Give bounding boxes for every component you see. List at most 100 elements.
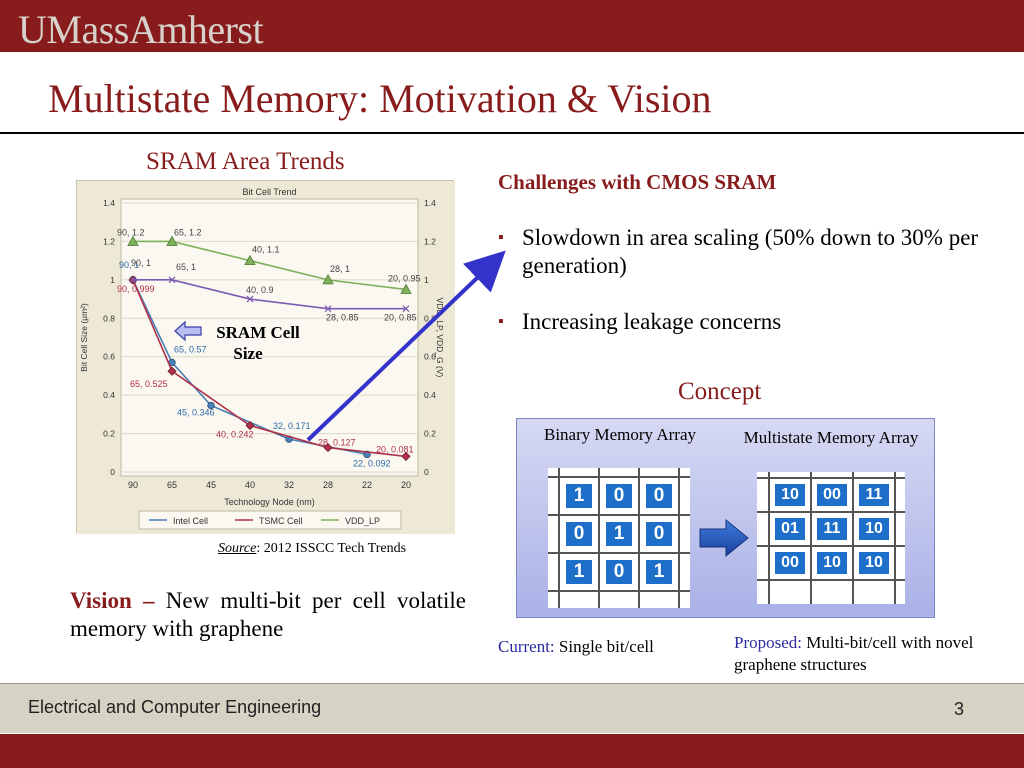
chart-title: Bit Cell Trend [242, 187, 296, 197]
x-axis-label: Technology Node (nm) [224, 497, 315, 507]
data-label: 20, 0.95 [388, 273, 421, 283]
y-tick-label: 0.6 [103, 352, 115, 362]
y2-tick-label: 1.4 [424, 198, 436, 208]
data-label: 28, 0.85 [326, 313, 359, 323]
challenge-text: Slowdown in area scaling (50% down to 30… [522, 225, 979, 278]
memory-cell: 0 [606, 484, 632, 508]
y2-tick-label: 0.4 [424, 390, 436, 400]
data-label: 45, 0.346 [177, 408, 215, 418]
challenge-text: Increasing leakage concerns [522, 309, 782, 334]
memory-cell: 1 [606, 522, 632, 546]
memory-cell: 1 [566, 560, 592, 584]
data-label: 20, 0.081 [376, 444, 414, 454]
vision-dash: – [131, 588, 166, 613]
x-tick-label: 45 [206, 480, 216, 490]
memory-cell: 0 [646, 484, 672, 508]
y-tick-label: 0.2 [103, 429, 115, 439]
memory-cell: 11 [859, 484, 889, 506]
current-label: Current: [498, 637, 555, 656]
grid-line [548, 552, 690, 554]
memory-cell: 10 [775, 484, 805, 506]
current-text: Single bit/cell [554, 637, 654, 656]
y2-tick-label: 1 [424, 275, 429, 285]
x-tick-label: 65 [167, 480, 177, 490]
y-tick-label: 1.4 [103, 198, 115, 208]
data-point [168, 276, 176, 284]
challenges-heading: Challenges with CMOS SRAM [498, 170, 777, 194]
x-tick-label: 90 [128, 480, 138, 490]
memory-cell: 00 [817, 484, 847, 506]
y-tick-label: 0.4 [103, 390, 115, 400]
grid-line [757, 545, 905, 547]
grid-line [757, 477, 905, 479]
data-label: 40, 0.9 [246, 285, 274, 295]
x-tick-label: 20 [401, 480, 411, 490]
proposed-text: Multi-bit/cell with novel graphene struc… [734, 633, 974, 674]
data-point [401, 451, 411, 462]
data-label: 28, 0.127 [318, 438, 356, 448]
multistate-memory-grid: 10 00 11 01 11 10 00 10 10 [757, 472, 905, 604]
concept-heading: Concept [678, 378, 762, 405]
challenge-item: ▪ Slowdown in area scaling (50% down to 3… [498, 224, 998, 280]
data-label: 40, 0.242 [216, 430, 254, 440]
y2-tick-label: 0.2 [424, 429, 436, 439]
x-tick-label: 32 [284, 480, 294, 490]
data-label: 65, 0.57 [174, 344, 207, 354]
memory-cell: 0 [646, 522, 672, 546]
grid-line [757, 511, 905, 513]
y2-tick-label: 1.2 [424, 236, 436, 246]
grid-line [548, 476, 690, 478]
x-tick-label: 28 [323, 480, 333, 490]
data-label: 90, 1.2 [117, 227, 145, 237]
data-label: 65, 1 [176, 262, 196, 272]
source-label: Source [218, 541, 257, 556]
title-divider [0, 132, 1024, 134]
grid-line [598, 468, 600, 608]
memory-cell: 00 [775, 552, 805, 574]
grid-line [548, 590, 690, 592]
data-label: 90, 1 [131, 258, 151, 268]
y2-tick-label: 0.8 [424, 313, 436, 323]
multistate-array-label: Multistate Memory Array [743, 428, 919, 447]
data-label: 65, 1.2 [174, 227, 202, 237]
transform-arrow-icon [699, 518, 749, 558]
data-point [244, 254, 256, 266]
memory-cell: 10 [859, 518, 889, 540]
challenge-item: ▪ Increasing leakage concerns [498, 308, 998, 336]
bottom-bar [0, 734, 1024, 768]
grid-line [757, 579, 905, 581]
data-label: 20, 0.85 [384, 313, 417, 323]
data-point [129, 276, 137, 284]
memory-cell: 1 [646, 560, 672, 584]
y2-tick-label: 0 [424, 467, 429, 477]
data-label: 90, 0.999 [117, 284, 155, 294]
bullet-icon: ▪ [498, 229, 504, 246]
umass-logo: UMassAmherst [18, 7, 264, 52]
x-tick-label: 40 [245, 480, 255, 490]
y2-tick-label: 0.6 [424, 352, 436, 362]
data-label: 65, 0.525 [130, 379, 168, 389]
data-label: 90, 1 [119, 260, 139, 270]
grid-line [810, 472, 812, 604]
memory-cell: 10 [817, 552, 847, 574]
data-label: 40, 1.1 [252, 245, 280, 255]
data-point [167, 366, 177, 376]
header-bar [0, 0, 1024, 52]
data-point [323, 443, 333, 453]
grid-line [768, 472, 770, 604]
memory-cell: 11 [817, 518, 847, 540]
grid-line [894, 472, 896, 604]
proposed-label: Proposed: [734, 633, 802, 652]
grid-line [638, 468, 640, 608]
department-name: Electrical and Computer Engineering [28, 697, 322, 717]
chart-heading: SRAM Area Trends [146, 148, 345, 175]
y-tick-label: 1.2 [103, 236, 115, 246]
y-tick-label: 0 [110, 467, 115, 477]
memory-cell: 0 [566, 522, 592, 546]
grid-line [548, 514, 690, 516]
chart-source: Source: 2012 ISSCC Tech Trends [218, 541, 406, 557]
slide-title: Multistate Memory: Motivation & Vision [48, 76, 712, 121]
y-axis-label: Bit Cell Size (µm²) [79, 303, 89, 372]
data-point [207, 401, 215, 410]
